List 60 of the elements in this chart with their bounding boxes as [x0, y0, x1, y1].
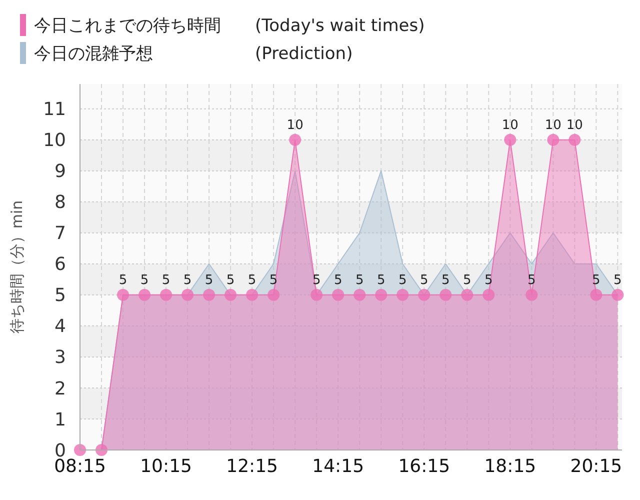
legend-label: 今日の混雑予想 (Prediction)	[34, 44, 353, 64]
point	[418, 288, 430, 301]
point	[375, 288, 388, 301]
point	[332, 288, 344, 301]
point	[612, 288, 624, 301]
data-label: 5	[376, 272, 386, 288]
x-tick-label: 14:15	[312, 456, 364, 477]
y-tick-label: 5	[54, 285, 66, 306]
x-tick-label: 12:15	[226, 456, 278, 477]
y-tick-label: 8	[54, 192, 66, 214]
data-label: 5	[463, 272, 472, 288]
y-tick-label: 7	[54, 223, 66, 244]
data-label: 10	[502, 118, 518, 133]
point	[310, 288, 323, 301]
point	[268, 288, 280, 301]
y-tick-label: 3	[54, 347, 66, 368]
data-label: 10	[566, 118, 583, 133]
point	[440, 288, 452, 301]
y-tick-label: 11	[43, 99, 66, 120]
data-label: 5	[528, 272, 536, 288]
point	[138, 288, 151, 301]
point	[182, 288, 194, 301]
point	[482, 288, 495, 301]
data-label: 5	[441, 272, 450, 288]
legend-label: 今日これまでの待ち時間 (Today's wait times)	[34, 16, 425, 36]
data-label: 5	[226, 272, 235, 288]
y-tick-label: 9	[54, 161, 66, 182]
point	[526, 288, 538, 301]
x-tick-label: 20:15	[570, 456, 622, 477]
data-label: 5	[162, 272, 170, 288]
data-label: 5	[140, 272, 149, 288]
y-axis-title: 待ち時間（分）min	[8, 200, 26, 334]
data-label: 10	[286, 118, 304, 133]
y-tick-label: 4	[54, 316, 66, 338]
point	[396, 288, 409, 301]
point	[461, 288, 474, 301]
data-label: 5	[398, 272, 407, 288]
point	[203, 288, 216, 301]
data-label: 5	[183, 272, 192, 288]
x-tick-label: 10:15	[140, 456, 192, 477]
point	[246, 288, 258, 301]
point	[160, 288, 172, 301]
x-tick-label: 16:15	[398, 456, 450, 477]
data-label: 5	[118, 272, 128, 288]
y-tick-label: 1	[54, 409, 66, 430]
y-tick-label: 6	[54, 254, 66, 276]
y-tick-label: 10	[43, 130, 66, 152]
point	[354, 288, 366, 301]
x-tick-label: 18:15	[484, 456, 536, 477]
data-label: 5	[334, 272, 342, 288]
point	[590, 288, 602, 301]
data-label: 5	[204, 272, 214, 288]
y-tick-label: 2	[54, 378, 66, 400]
data-label: 10	[544, 118, 562, 133]
data-label: 5	[420, 272, 428, 288]
point	[117, 288, 130, 301]
data-label: 5	[248, 272, 256, 288]
data-label: 5	[355, 272, 364, 288]
data-label: 5	[614, 272, 622, 288]
point	[224, 288, 237, 301]
